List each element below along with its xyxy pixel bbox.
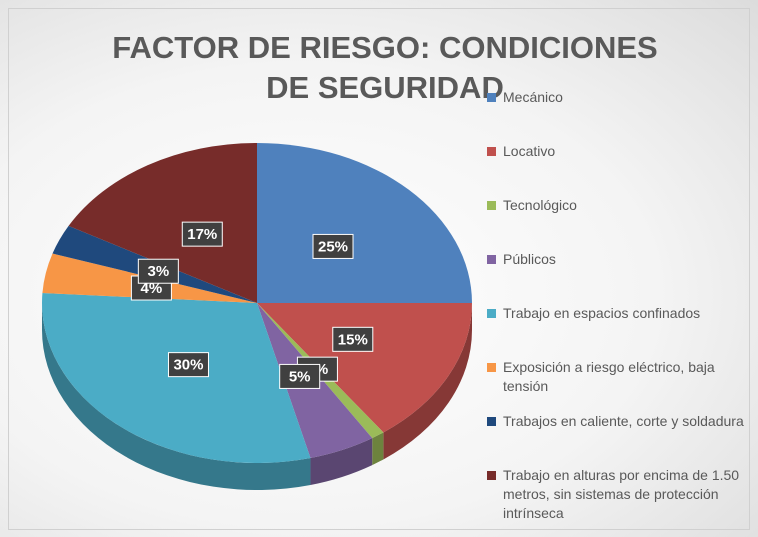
- legend-swatch: [487, 309, 496, 318]
- value-label-box: [167, 352, 209, 378]
- value-label: 15%: [338, 331, 368, 348]
- value-label-box: [181, 221, 223, 247]
- slice-side: [372, 432, 384, 466]
- chart-frame: [8, 8, 750, 530]
- legend-swatch: [487, 147, 496, 156]
- legend-item: Locativo: [487, 142, 755, 161]
- legend-label: Trabajos en caliente, corte y soldadura: [503, 413, 744, 429]
- legend-item: Mecánico: [487, 88, 755, 107]
- slice-side: [310, 438, 373, 485]
- legend-swatch: [487, 363, 496, 372]
- legend-label: Trabajo en espacios confinados: [503, 305, 701, 321]
- value-label-box: [279, 363, 321, 389]
- legend-item: Tecnológico: [487, 196, 755, 215]
- legend-item: Trabajo en espacios confinados: [487, 304, 755, 323]
- legend-label: Tecnológico: [503, 197, 577, 213]
- legend-swatch: [487, 417, 496, 426]
- value-label: 25%: [318, 238, 348, 255]
- value-label: 4%: [141, 280, 163, 297]
- value-label-box: [332, 326, 374, 352]
- value-label-box: [312, 233, 354, 259]
- legend-swatch: [487, 255, 496, 264]
- legend-label: Locativo: [503, 143, 556, 159]
- value-label: 17%: [187, 226, 217, 243]
- legend-item: Trabajo en alturas por encima de 1.50 me…: [487, 466, 755, 523]
- legend-item: Públicos: [487, 250, 755, 269]
- legend-swatch: [487, 201, 496, 210]
- slice: [257, 143, 472, 303]
- value-label: 3%: [147, 263, 169, 280]
- legend-item: Exposición a riesgo eléctrico, baja tens…: [487, 358, 755, 396]
- value-label: 30%: [173, 357, 203, 374]
- legend-swatch: [487, 93, 496, 102]
- value-label: 5%: [289, 368, 311, 385]
- value-label-box: [137, 258, 179, 284]
- slice-side: [42, 303, 311, 490]
- chart-title: FACTOR DE RIESGO: CONDICIONES DE SEGURID…: [112, 30, 658, 105]
- slice: [41, 292, 311, 464]
- legend-label: Exposición a riesgo eléctrico, baja tens…: [503, 359, 715, 394]
- legend-label: Mecánico: [503, 89, 563, 105]
- legend-item: Trabajos en caliente, corte y soldadura: [487, 412, 755, 431]
- legend-label: Trabajo en alturas por encima de 1.50 me…: [503, 467, 740, 521]
- slice: [68, 143, 258, 303]
- slice: [257, 303, 472, 433]
- legend-label: Públicos: [503, 251, 556, 267]
- slice-side: [383, 303, 472, 460]
- legend-swatch: [487, 471, 496, 480]
